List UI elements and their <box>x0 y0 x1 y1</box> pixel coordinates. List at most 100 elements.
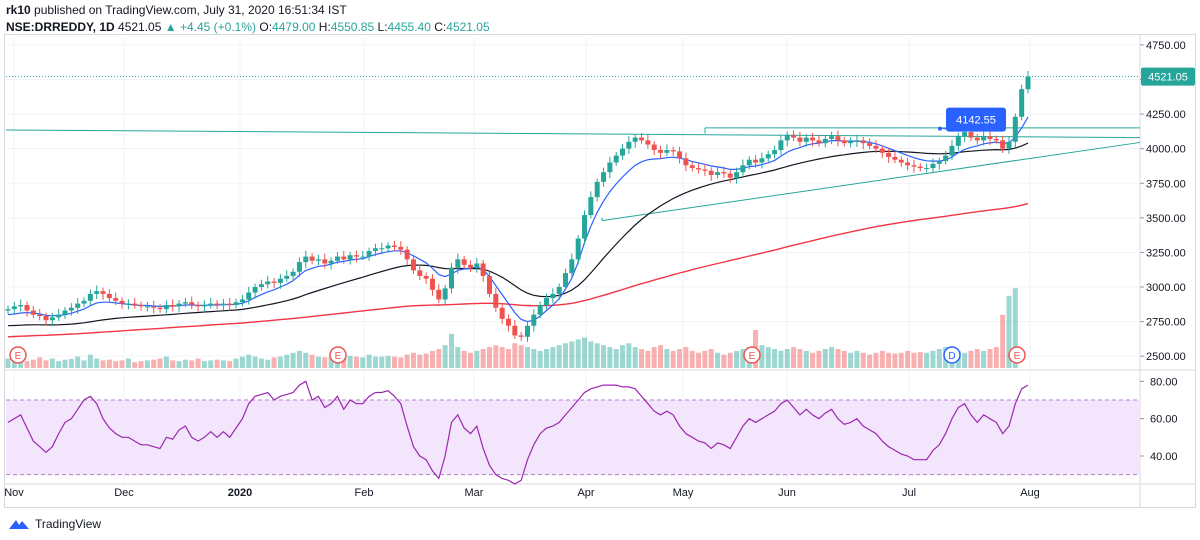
volume-bar <box>467 352 473 368</box>
candle-body <box>1025 76 1031 90</box>
candle-body <box>1012 116 1018 142</box>
candle-body <box>372 248 378 252</box>
volume-bar <box>474 350 480 368</box>
volume-bar <box>816 350 822 368</box>
volume-bar <box>486 347 492 368</box>
volume-bar <box>271 357 277 368</box>
candle-body <box>518 335 524 337</box>
time-tick-label: Apr <box>577 487 594 499</box>
volume-bar <box>353 356 359 368</box>
candle-body <box>284 275 290 279</box>
volume-bar <box>734 350 740 368</box>
volume-bar <box>151 359 157 368</box>
brand-name[interactable]: TradingView <box>35 517 102 531</box>
candle-body <box>233 302 239 305</box>
candle-body <box>151 306 157 308</box>
candle-body <box>347 255 353 260</box>
candle-body <box>860 140 866 144</box>
candle-body <box>461 259 467 265</box>
candle-body <box>974 137 980 141</box>
price-tick-label: 4750.00 <box>1146 40 1186 52</box>
candle-body <box>569 259 575 274</box>
volume-bar <box>658 345 664 368</box>
event-marker-label: E <box>15 351 22 362</box>
candle-body <box>930 163 936 169</box>
volume-bar <box>366 354 372 368</box>
volume-bar <box>132 362 138 368</box>
candle-body <box>493 293 499 308</box>
volume-bar <box>284 354 290 368</box>
candle-body <box>271 281 277 283</box>
symbol-label[interactable]: NSE:DRREDDY, 1D <box>6 20 115 34</box>
candle-body <box>144 306 150 308</box>
candle-body <box>201 304 207 307</box>
price-tick-label: 2750.00 <box>1146 317 1186 329</box>
chart-frame <box>4 34 1196 508</box>
volume-bar <box>575 339 581 368</box>
candle-body <box>879 148 885 153</box>
rsi-pane <box>6 380 1140 485</box>
candle-body <box>94 291 100 294</box>
candle-body <box>119 300 125 304</box>
event-marker-label: D <box>948 351 955 362</box>
volume-bar <box>556 345 562 368</box>
volume-bar <box>296 350 302 368</box>
candle-body <box>727 173 733 178</box>
volume-pane <box>5 288 1018 368</box>
price-callout-pointer <box>940 127 962 132</box>
candle-body <box>670 150 676 152</box>
volume-bar <box>385 355 391 368</box>
candle-body <box>499 307 505 319</box>
volume-bar <box>11 360 17 368</box>
resistance-trendline <box>5 129 1141 139</box>
volume-bar <box>119 360 125 368</box>
candle-body <box>563 273 569 287</box>
volume-bar <box>873 352 879 368</box>
volume-bar <box>677 349 683 368</box>
volume-bar <box>227 361 233 368</box>
candle-body <box>429 278 435 290</box>
volume-bar <box>62 359 68 368</box>
price-callout-label: 4142.55 <box>956 115 996 127</box>
volume-bar <box>797 349 803 368</box>
volume-bar <box>512 343 518 368</box>
candle-body <box>170 304 176 307</box>
candle-body <box>322 259 328 264</box>
candle-body <box>252 287 258 293</box>
volume-bar <box>601 345 607 368</box>
volume-bar <box>632 347 638 368</box>
volume-bar <box>905 350 911 368</box>
candle-body <box>664 150 670 153</box>
author-name[interactable]: rk10 <box>6 3 31 17</box>
volume-bar <box>689 350 695 368</box>
volume-bar <box>410 352 416 368</box>
volume-bar <box>429 350 435 368</box>
volume-bar <box>398 357 404 368</box>
time-tick-label: Nov <box>4 487 24 499</box>
volume-bar <box>708 349 714 368</box>
volume-bar <box>246 354 252 368</box>
candle-body <box>658 150 664 153</box>
volume-bar <box>620 345 626 368</box>
volume-bar <box>505 349 511 368</box>
time-tick-label: May <box>673 487 694 499</box>
tradingview-logo-icon[interactable] <box>8 518 30 530</box>
earnings-marker <box>743 346 761 364</box>
time-tick-label: Mar <box>465 487 484 499</box>
candle-body <box>303 256 309 263</box>
volume-bar <box>37 357 43 368</box>
candle-body <box>49 317 55 321</box>
candle-body <box>385 245 391 249</box>
volume-bar <box>499 347 505 368</box>
candle-body <box>81 300 87 304</box>
volume-bar <box>683 347 689 368</box>
volume-bar <box>886 352 892 368</box>
footer: TradingView <box>8 514 101 534</box>
rsi-tick-label: 80.00 <box>1150 376 1178 388</box>
volume-bar <box>772 349 778 368</box>
candle-body <box>1006 141 1012 149</box>
volume-bar <box>265 359 271 368</box>
price-callout-anchor <box>938 126 942 131</box>
